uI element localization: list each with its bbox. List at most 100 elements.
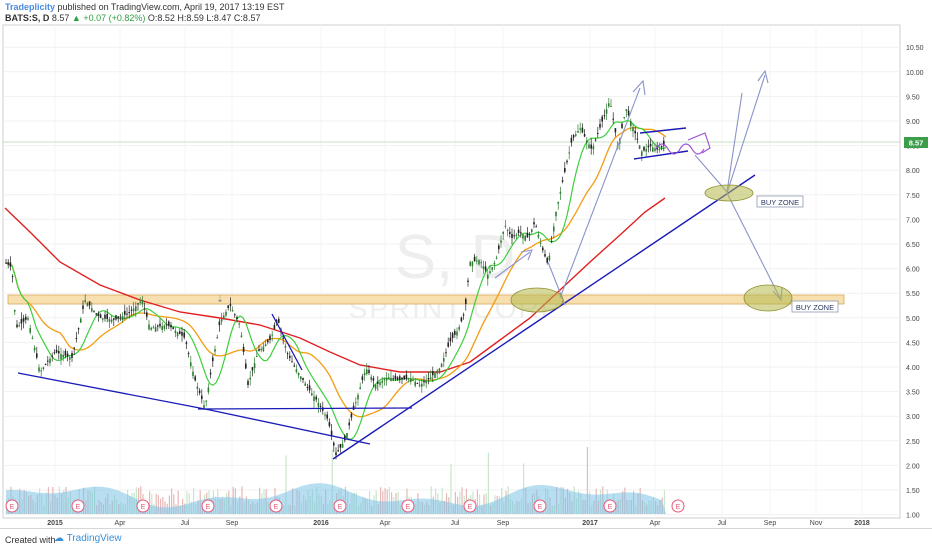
candle-body — [20, 319, 23, 324]
candle-body — [390, 377, 392, 381]
earnings-marker[interactable] — [136, 499, 150, 513]
candle-body — [449, 337, 452, 342]
down-marker: ⇣ — [216, 294, 224, 304]
earnings-marker[interactable] — [401, 499, 415, 513]
candle-body — [256, 355, 258, 357]
candle-body — [377, 381, 379, 384]
volume-bar — [157, 494, 159, 514]
volume-bar — [285, 455, 287, 514]
earnings-marker[interactable] — [533, 499, 547, 513]
volume-bar — [380, 487, 382, 514]
candle-body — [308, 385, 311, 391]
candle-body — [385, 377, 388, 381]
candle-body — [214, 349, 216, 352]
candle-body — [271, 334, 273, 336]
candle-body — [564, 168, 566, 172]
earnings-marker[interactable] — [603, 499, 617, 513]
volume-bar — [193, 487, 195, 514]
earnings-marker[interactable] — [333, 499, 347, 513]
trendline-lower-right — [209, 409, 371, 445]
candle-body — [421, 383, 423, 387]
earnings-marker[interactable] — [201, 499, 215, 513]
earnings-marker[interactable] — [269, 499, 283, 513]
projection-arrows — [494, 69, 783, 306]
candle-body — [104, 314, 106, 319]
candle-body — [456, 331, 458, 336]
volume-bar — [151, 493, 153, 514]
candle-body — [286, 353, 289, 355]
candle-body — [88, 301, 91, 306]
candle-body — [99, 314, 102, 319]
arrow-head — [520, 249, 533, 261]
trendlines — [17, 127, 756, 460]
candle-body — [194, 376, 196, 381]
price-change: ▲ +0.07 (+0.82%) — [71, 13, 146, 23]
candle-body — [555, 212, 557, 217]
y-tick-label: 10.00 — [906, 70, 924, 77]
created-with: Created with — [5, 535, 56, 545]
candle-body — [236, 317, 238, 319]
last-price: 8.57 — [51, 13, 70, 23]
tradingview-brand[interactable]: ☁ TradingView — [54, 533, 122, 544]
candle-body — [132, 308, 135, 312]
y-tick-label: 7.50 — [906, 193, 920, 200]
earnings-marker[interactable] — [463, 499, 477, 513]
earnings-letter: E — [274, 504, 279, 511]
volume-bar — [155, 493, 157, 514]
candle-body — [218, 321, 221, 326]
candle-body — [33, 347, 36, 351]
candle-body — [53, 352, 56, 354]
symbol-label: BATS:S, D — [5, 13, 50, 23]
candle-body — [22, 317, 25, 322]
buy-zone-label: BUY ZONE — [791, 300, 839, 313]
candle-body — [357, 394, 359, 400]
candle-body — [517, 229, 520, 234]
y-tick-label: 7.00 — [906, 217, 920, 224]
candle-body — [60, 354, 62, 359]
volume-bar — [171, 488, 173, 514]
volume-bar — [586, 447, 588, 514]
falling-line — [271, 313, 303, 371]
x-tick-label: Apr — [115, 520, 127, 527]
candle-body — [568, 152, 570, 154]
candle-body — [324, 414, 326, 416]
volume-bar — [454, 491, 456, 514]
arrow-line — [559, 87, 641, 299]
horizontal-support — [197, 407, 413, 410]
x-tick-label: Sep — [764, 520, 777, 527]
candle-body — [267, 339, 269, 343]
candle-body — [451, 333, 454, 339]
candle-body — [113, 318, 115, 320]
pennant-bottom — [633, 150, 689, 160]
price-chart[interactable]: S, D SPRINT CORP BUY ZONE — [0, 0, 932, 528]
candle-body — [106, 314, 108, 319]
plot-frame — [2, 24, 901, 519]
candle-body — [229, 304, 232, 306]
y-tick-label: 6.00 — [906, 267, 920, 274]
candle-body — [476, 260, 478, 262]
candle-body — [80, 318, 82, 323]
candle-body — [614, 128, 617, 133]
candle-body — [40, 370, 42, 372]
volume-bar — [663, 489, 665, 514]
candle-body — [495, 257, 498, 259]
candle-body — [366, 369, 368, 375]
candle-body — [251, 367, 254, 371]
earnings-marker[interactable] — [5, 499, 19, 513]
volume-bar — [149, 491, 151, 514]
buy-zone-ellipse — [704, 184, 754, 202]
candle-body — [379, 382, 381, 385]
grid — [3, 25, 900, 518]
candle-body — [335, 452, 337, 455]
earnings-marker[interactable] — [71, 499, 85, 513]
candle-body — [159, 323, 161, 327]
candle-body — [196, 386, 199, 389]
volume-bar — [160, 498, 162, 514]
candle-body — [663, 140, 665, 146]
candle-body — [469, 261, 471, 266]
candle-body — [293, 365, 295, 367]
candle-body — [247, 380, 249, 385]
candle-body — [399, 376, 401, 380]
earnings-marker[interactable] — [671, 499, 685, 513]
author-link[interactable]: Tradeplicity — [5, 2, 56, 12]
